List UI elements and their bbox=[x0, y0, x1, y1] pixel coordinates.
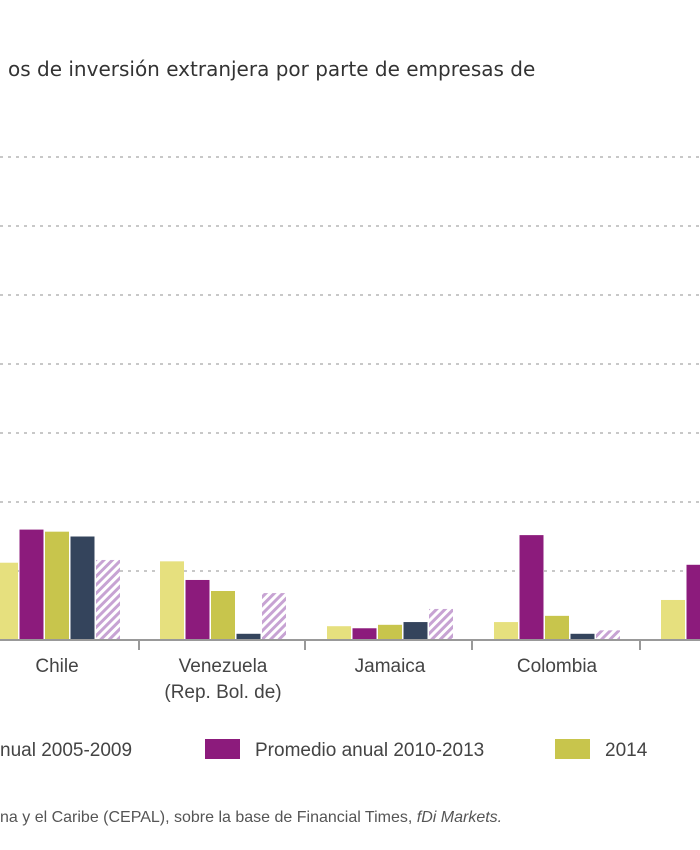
bars bbox=[0, 529, 700, 640]
legend-swatch-3 bbox=[555, 739, 590, 759]
bar-venezuela-series-1 bbox=[160, 561, 184, 640]
bar-jamaica-series-1 bbox=[327, 626, 351, 640]
source-text: na y el Caribe (CEPAL), sobre la base de… bbox=[0, 809, 417, 826]
legend-swatch-2 bbox=[205, 739, 240, 759]
bar-ar-series-1 bbox=[661, 599, 685, 640]
legend-label-1: nual 2005-2009 bbox=[0, 740, 132, 761]
bar-chile-series-4 bbox=[70, 536, 95, 640]
category-label: Colombia bbox=[517, 656, 598, 677]
bar-venezuela-series-5 bbox=[262, 593, 286, 640]
bar-chile-series-5 bbox=[96, 559, 120, 640]
bar-venezuela-series-2 bbox=[185, 579, 210, 640]
legend-label-3: 2014 bbox=[605, 740, 648, 761]
bar-colombia-series-1 bbox=[494, 622, 518, 640]
category-label: Chile bbox=[35, 656, 78, 677]
bar-colombia-series-3 bbox=[545, 615, 569, 640]
legend-label-2: Promedio anual 2010-2013 bbox=[255, 740, 484, 761]
bar-jamaica-series-2 bbox=[352, 628, 377, 640]
source-italic: fDi Markets. bbox=[417, 809, 502, 826]
bar-chile-series-2 bbox=[19, 529, 44, 640]
bar-jamaica-series-3 bbox=[378, 624, 402, 640]
bar-chile-series-3 bbox=[45, 531, 69, 640]
x-ticks bbox=[138, 640, 641, 650]
source-note: na y el Caribe (CEPAL), sobre la base de… bbox=[0, 809, 502, 826]
chart-title: os de inversión extranjera por parte de … bbox=[8, 57, 535, 81]
category-label: (Rep. Bol. de) bbox=[164, 682, 281, 703]
category-label: Jamaica bbox=[355, 656, 426, 677]
bar-colombia-series-2 bbox=[519, 535, 544, 640]
legend: nual 2005-2009 Promedio anual 2010-2013 … bbox=[0, 739, 648, 761]
bar-venezuela-series-4 bbox=[236, 633, 261, 640]
bar-chile-series-1 bbox=[0, 562, 18, 640]
bar-jamaica-series-4 bbox=[403, 622, 428, 640]
bar-ar-series-2 bbox=[686, 564, 700, 640]
bar-jamaica-series-5 bbox=[429, 608, 453, 640]
category-labels: Chile Venezuela (Rep. Bol. de) Jamaica Colom… bbox=[35, 656, 598, 703]
gridlines bbox=[0, 156, 700, 572]
bar-venezuela-series-3 bbox=[211, 591, 235, 640]
bar-colombia-series-4 bbox=[570, 633, 595, 640]
category-label: Venezuela bbox=[179, 656, 268, 677]
bar-colombia-series-5 bbox=[596, 630, 620, 640]
